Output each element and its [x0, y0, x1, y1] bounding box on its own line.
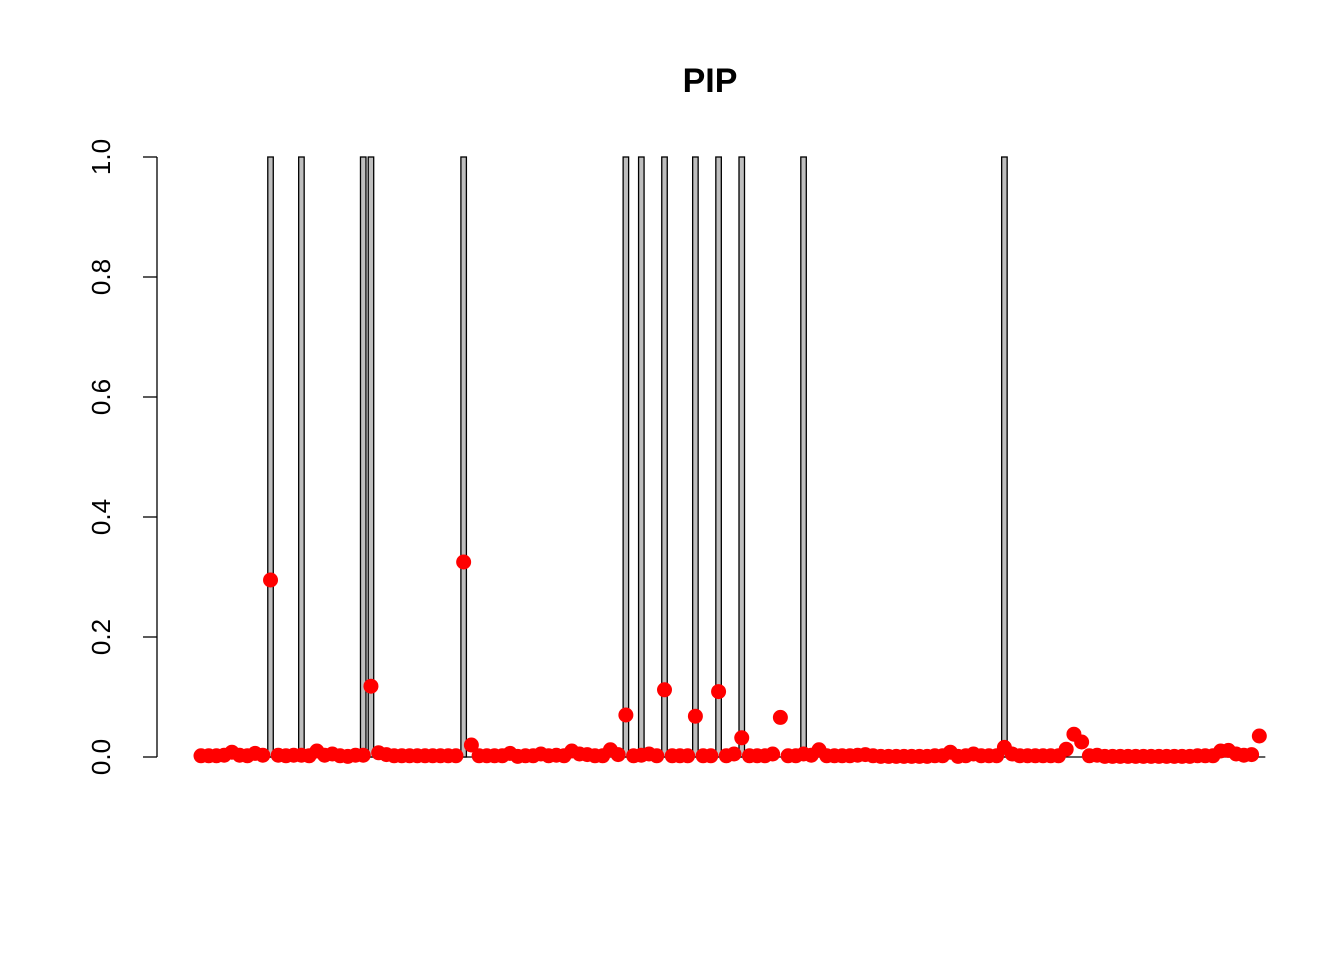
bar	[622, 156, 630, 758]
point	[263, 572, 279, 588]
point	[448, 748, 464, 764]
bar-series	[267, 156, 1008, 758]
point	[1074, 734, 1090, 750]
y-axis: 0.0 0.2 0.4 0.6 0.8 1.0	[86, 139, 158, 775]
point	[463, 737, 479, 753]
point	[734, 730, 750, 746]
point	[355, 747, 371, 763]
y-tick-label: 0.4	[86, 499, 116, 535]
bar	[267, 156, 274, 758]
point	[1244, 747, 1260, 763]
point	[687, 708, 703, 724]
point	[765, 746, 781, 762]
bar	[1001, 156, 1008, 758]
point	[255, 747, 271, 763]
point	[456, 554, 472, 570]
bar	[298, 156, 305, 758]
point	[1058, 741, 1074, 757]
point	[1251, 728, 1267, 744]
bar	[738, 156, 746, 758]
point	[703, 748, 719, 764]
y-tick-label: 0.8	[86, 259, 116, 295]
y-tick-label: 0.2	[86, 619, 116, 655]
point	[657, 682, 672, 698]
point-series	[193, 554, 1267, 764]
bar	[637, 156, 645, 758]
bar	[715, 156, 722, 758]
bar	[800, 156, 807, 758]
bar	[661, 156, 668, 758]
point	[680, 748, 696, 764]
point	[711, 684, 727, 700]
point	[649, 748, 665, 764]
y-tick-label: 0.0	[86, 739, 116, 775]
point	[610, 747, 626, 763]
bar	[692, 156, 699, 758]
point	[726, 746, 742, 762]
point	[363, 678, 379, 694]
point	[772, 709, 788, 725]
y-tick-label: 0.6	[86, 379, 116, 415]
bar	[359, 156, 367, 758]
chart-title: PIP	[683, 62, 738, 100]
y-tick-label: 1.0	[86, 139, 116, 175]
bar	[460, 156, 468, 758]
point	[618, 707, 634, 723]
bar	[367, 156, 375, 758]
